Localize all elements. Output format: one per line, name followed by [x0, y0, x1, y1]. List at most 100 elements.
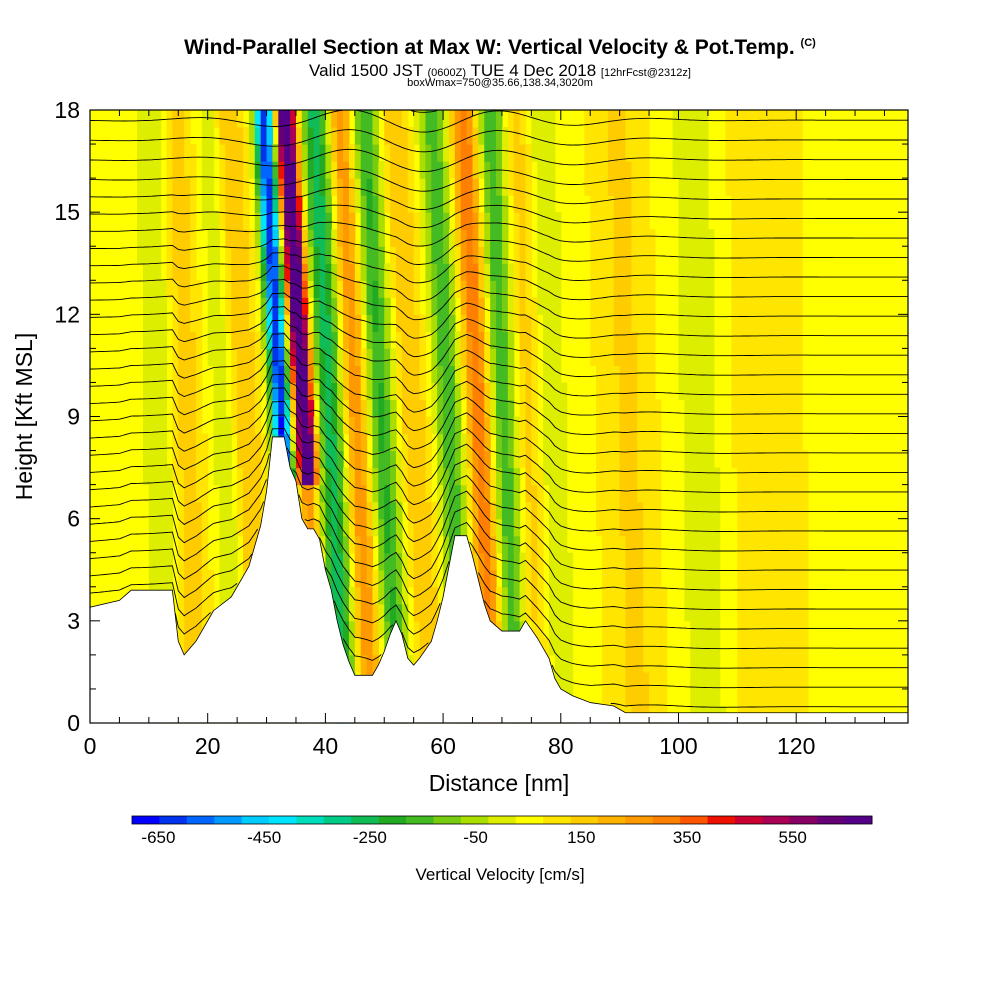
- velocity-cell: [419, 365, 427, 384]
- velocity-cell: [649, 331, 656, 349]
- velocity-cell: [537, 501, 544, 520]
- velocity-cell: [443, 161, 450, 179]
- velocity-cell: [313, 246, 321, 264]
- velocity-cell: [696, 178, 703, 196]
- velocity-cell: [190, 416, 197, 435]
- velocity-cell: [525, 280, 532, 298]
- velocity-cell: [301, 110, 309, 128]
- velocity-cell: [254, 382, 262, 401]
- velocity-cell: [713, 620, 721, 639]
- velocity-cell: [460, 433, 468, 452]
- velocity-cell: [619, 535, 627, 554]
- velocity-cell: [537, 144, 544, 162]
- velocity-cell: [490, 603, 497, 622]
- velocity-cell: [749, 161, 756, 179]
- velocity-cell: [607, 144, 615, 162]
- velocity-cell: [195, 586, 203, 605]
- velocity-cell: [184, 246, 191, 264]
- velocity-cell: [560, 620, 568, 639]
- velocity-cell: [443, 280, 450, 298]
- velocity-cell: [295, 110, 303, 128]
- velocity-cell: [496, 586, 503, 605]
- velocity-cell: [760, 212, 768, 230]
- x-tick-label: 100: [659, 733, 697, 759]
- velocity-cell: [360, 144, 368, 162]
- velocity-cell: [607, 535, 615, 554]
- velocity-cell: [519, 314, 527, 332]
- velocity-cell: [148, 297, 156, 315]
- velocity-cell: [737, 280, 744, 298]
- velocity-cell: [448, 144, 456, 162]
- velocity-cell: [360, 280, 368, 298]
- velocity-cell: [443, 450, 450, 469]
- velocity-cell: [254, 229, 262, 247]
- velocity-cell: [731, 416, 738, 435]
- velocity-cell: [766, 688, 774, 707]
- velocity-cell: [166, 161, 173, 179]
- velocity-cell: [543, 365, 550, 384]
- velocity-cell: [519, 603, 527, 622]
- velocity-cell: [272, 144, 279, 162]
- velocity-cell: [684, 467, 691, 486]
- velocity-cell: [772, 127, 780, 145]
- velocity-cell: [772, 654, 780, 673]
- velocity-cell: [707, 433, 715, 452]
- velocity-cell: [360, 348, 368, 367]
- velocity-cell: [472, 212, 480, 230]
- velocity-cell: [501, 297, 509, 315]
- velocity-cell: [684, 484, 691, 503]
- velocity-cell: [331, 484, 338, 503]
- velocity-cell: [390, 501, 397, 520]
- velocity-cell: [737, 416, 744, 435]
- velocity-cell: [160, 518, 168, 537]
- velocity-cell: [731, 229, 738, 247]
- velocity-cell: [525, 450, 532, 469]
- velocity-cell: [631, 620, 638, 639]
- velocity-cell: [454, 450, 462, 469]
- velocity-cell: [601, 110, 609, 128]
- velocity-cell: [337, 297, 344, 315]
- velocity-cell: [737, 620, 744, 639]
- velocity-cell: [443, 399, 450, 418]
- velocity-cell: [525, 467, 532, 486]
- velocity-cell: [637, 331, 644, 349]
- velocity-cell: [190, 161, 197, 179]
- velocity-cell: [543, 399, 550, 418]
- velocity-cell: [154, 297, 162, 315]
- velocity-cell: [425, 569, 432, 588]
- velocity-cell: [172, 178, 179, 196]
- velocity-cell: [749, 467, 756, 486]
- velocity-cell: [148, 212, 156, 230]
- velocity-cell: [743, 518, 750, 537]
- velocity-cell: [796, 484, 803, 503]
- velocity-cell: [184, 127, 191, 145]
- velocity-cell: [348, 586, 356, 605]
- velocity-cell: [166, 518, 173, 537]
- velocity-cell: [284, 246, 291, 264]
- velocity-cell: [637, 348, 644, 367]
- velocity-cell: [178, 450, 185, 469]
- velocity-cell: [396, 280, 403, 298]
- velocity-cell: [460, 195, 468, 213]
- velocity-cell: [337, 501, 344, 520]
- velocity-cell: [437, 484, 444, 503]
- velocity-cell: [501, 501, 509, 520]
- velocity-cell: [154, 382, 162, 401]
- velocity-cell: [713, 586, 721, 605]
- velocity-cell: [513, 263, 521, 281]
- velocity-cell: [419, 161, 427, 179]
- velocity-cell: [454, 110, 462, 128]
- velocity-cell: [237, 450, 244, 469]
- velocity-cell: [301, 246, 309, 264]
- velocity-cell: [372, 654, 379, 673]
- velocity-cell: [484, 212, 491, 230]
- velocity-cell: [766, 569, 774, 588]
- velocity-cell: [760, 365, 768, 384]
- velocity-cell: [360, 297, 368, 315]
- velocity-cell: [360, 229, 368, 247]
- velocity-cell: [201, 195, 209, 213]
- velocity-cell: [690, 535, 697, 554]
- velocity-cell: [301, 399, 309, 418]
- velocity-cell: [702, 518, 709, 537]
- velocity-cell: [319, 314, 326, 332]
